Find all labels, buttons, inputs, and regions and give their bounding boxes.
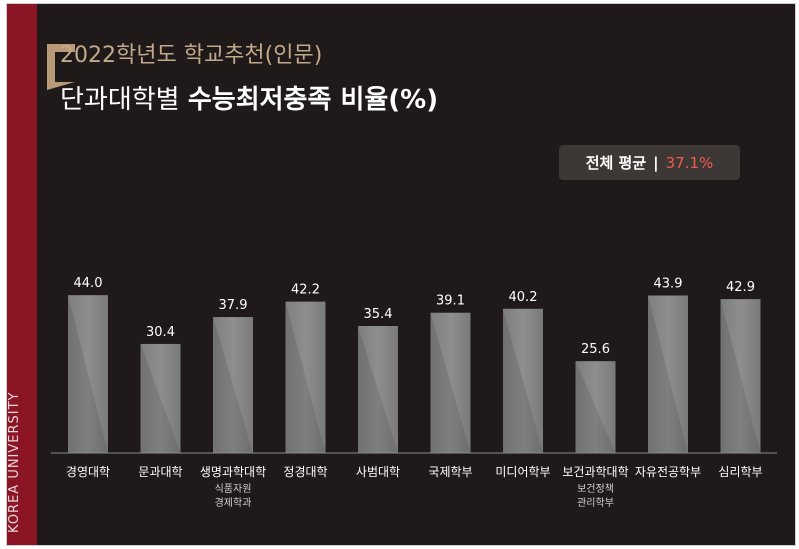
bracket-logo-icon (47, 44, 75, 90)
bar (213, 317, 253, 453)
bar-value-label: 42.9 (726, 280, 755, 295)
category-sublabel: 보건정책 (577, 483, 614, 495)
bar-shade (430, 312, 471, 453)
title-prefix: 단과대학별 (60, 85, 180, 115)
category-sublabel: 식품자원 (215, 483, 252, 495)
average-badge: 전체 평균 | 37.1% (559, 145, 740, 180)
bar-shade (213, 317, 253, 453)
category-label: 심리학부 (718, 465, 762, 479)
bar-shade (720, 299, 761, 453)
bar-value-label: 35.4 (364, 307, 393, 322)
slide-frame: KOREA UNIVERSITY 2022학년도 학교추천(인문) 단과대학별 … (6, 3, 796, 546)
bar (358, 326, 398, 453)
bar-shade (68, 295, 108, 453)
bar-shade (140, 343, 181, 453)
bar (503, 308, 543, 453)
category-label: 사범대학 (356, 465, 400, 479)
bar-value-label: 37.9 (219, 298, 248, 313)
average-value: 37.1% (665, 153, 714, 172)
category-label: 경영대학 (66, 465, 110, 479)
bar-value-label: 40.2 (509, 290, 538, 305)
category-sublabel: 경제학과 (215, 496, 252, 509)
bar-value-label: 42.2 (291, 283, 320, 298)
sidebar: KOREA UNIVERSITY (7, 4, 37, 545)
bar (68, 295, 108, 453)
bar-value-label: 30.4 (146, 325, 175, 340)
category-label: 정경대학 (283, 465, 327, 479)
bar-value-label: 44.0 (74, 276, 103, 291)
category-label: 자유전공학부 (635, 465, 701, 479)
average-label: 전체 평균 (585, 154, 647, 172)
title-suffix: (%) (388, 85, 439, 115)
bar-value-label: 25.6 (581, 342, 610, 357)
bar-shade (358, 326, 398, 453)
bar-shade (648, 295, 688, 453)
title-bold: 수능최저충족 비율 (187, 85, 389, 115)
bar (575, 361, 616, 453)
bar-shade (575, 361, 616, 453)
category-label: 보건과학대학 (562, 465, 628, 479)
category-sublabel: 관리학부 (577, 497, 614, 509)
category-label: 국제학부 (428, 465, 472, 479)
bar (285, 301, 326, 453)
bar (648, 295, 688, 453)
bar-shade (285, 301, 326, 453)
bar-shade (503, 308, 543, 453)
bar (140, 343, 181, 453)
category-label: 미디어학부 (495, 465, 550, 479)
page-subtitle: 2022학년도 학교추천(인문) (60, 43, 323, 68)
bar-value-label: 43.9 (654, 277, 683, 292)
bar-value-label: 39.1 (436, 294, 465, 309)
category-label: 문과대학 (138, 465, 182, 479)
bar (430, 312, 471, 453)
page-title: 단과대학별 수능최저충족 비율(%) (60, 79, 438, 116)
bar (720, 299, 761, 453)
category-label: 생명과학대학 (200, 465, 266, 479)
average-separator: | (653, 153, 659, 172)
